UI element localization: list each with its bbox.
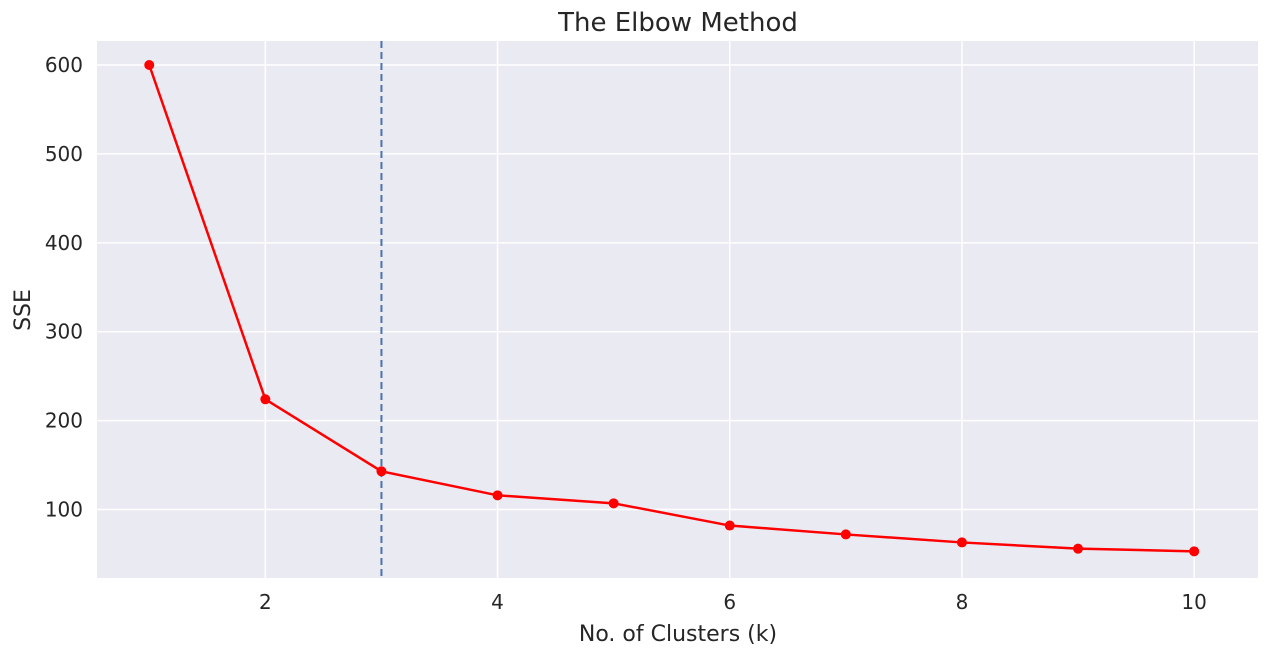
x-tick-label: 6 xyxy=(723,590,736,614)
data-point xyxy=(1189,546,1200,557)
y-tick-label: 300 xyxy=(45,320,83,344)
y-tick-label: 200 xyxy=(45,409,83,433)
data-point xyxy=(492,490,503,501)
data-point xyxy=(1073,543,1084,554)
y-tick-label: 600 xyxy=(45,53,83,77)
sse-series-line xyxy=(148,64,1195,553)
sse-markers xyxy=(144,60,1200,557)
data-point xyxy=(840,529,851,540)
y-tick-labels: 100 200 300 400 500 600 xyxy=(45,53,83,522)
y-tick-label: 400 xyxy=(45,231,83,255)
y-tick-label: 500 xyxy=(45,142,83,166)
y-gridlines xyxy=(97,64,1258,511)
x-tick-label: 10 xyxy=(1181,590,1206,614)
x-tick-label: 8 xyxy=(956,590,969,614)
y-axis-label: SSE xyxy=(11,289,36,331)
plot-area xyxy=(97,41,1258,578)
data-point xyxy=(956,537,967,548)
data-point xyxy=(376,466,387,477)
chart-title: The Elbow Method xyxy=(557,8,798,38)
data-point xyxy=(260,394,271,405)
data-point xyxy=(724,520,735,531)
y-tick-label: 100 xyxy=(45,498,83,522)
x-axis-label: No. of Clusters (k) xyxy=(579,622,777,647)
x-gridlines xyxy=(264,41,1195,578)
data-point xyxy=(144,60,155,71)
data-point xyxy=(608,498,619,509)
x-tick-label: 4 xyxy=(491,590,504,614)
x-tick-labels: 2 4 6 8 10 xyxy=(259,590,1207,614)
x-tick-label: 2 xyxy=(259,590,272,614)
